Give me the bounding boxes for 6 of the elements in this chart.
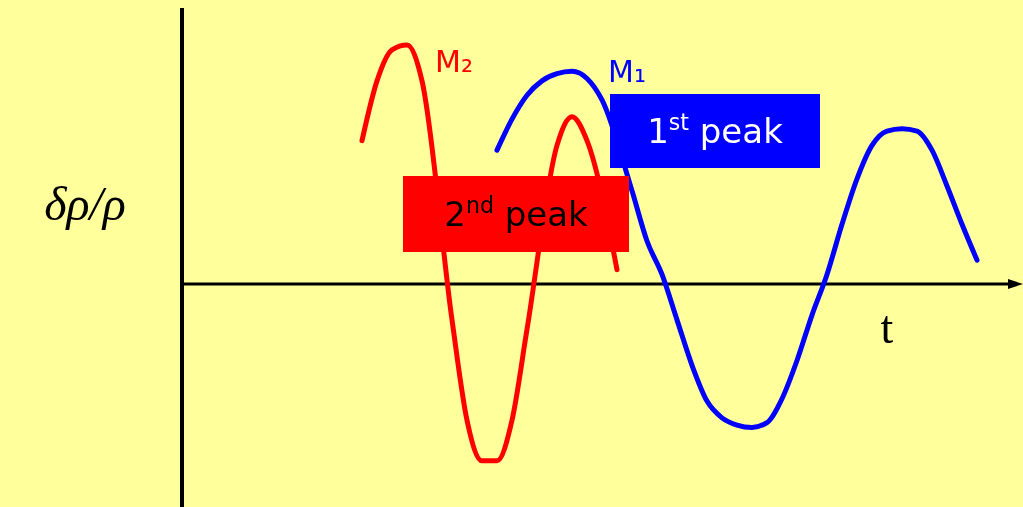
x-axis-title: t [880, 302, 894, 353]
annotation: 1$^{st}$ peak [647, 109, 784, 151]
annotation: 2$^{nd}$ peak [444, 192, 589, 234]
series-label: M₁ [608, 54, 646, 89]
series-label: M₂ [435, 44, 473, 79]
y-axis-title: δρ/ρ [44, 177, 126, 230]
